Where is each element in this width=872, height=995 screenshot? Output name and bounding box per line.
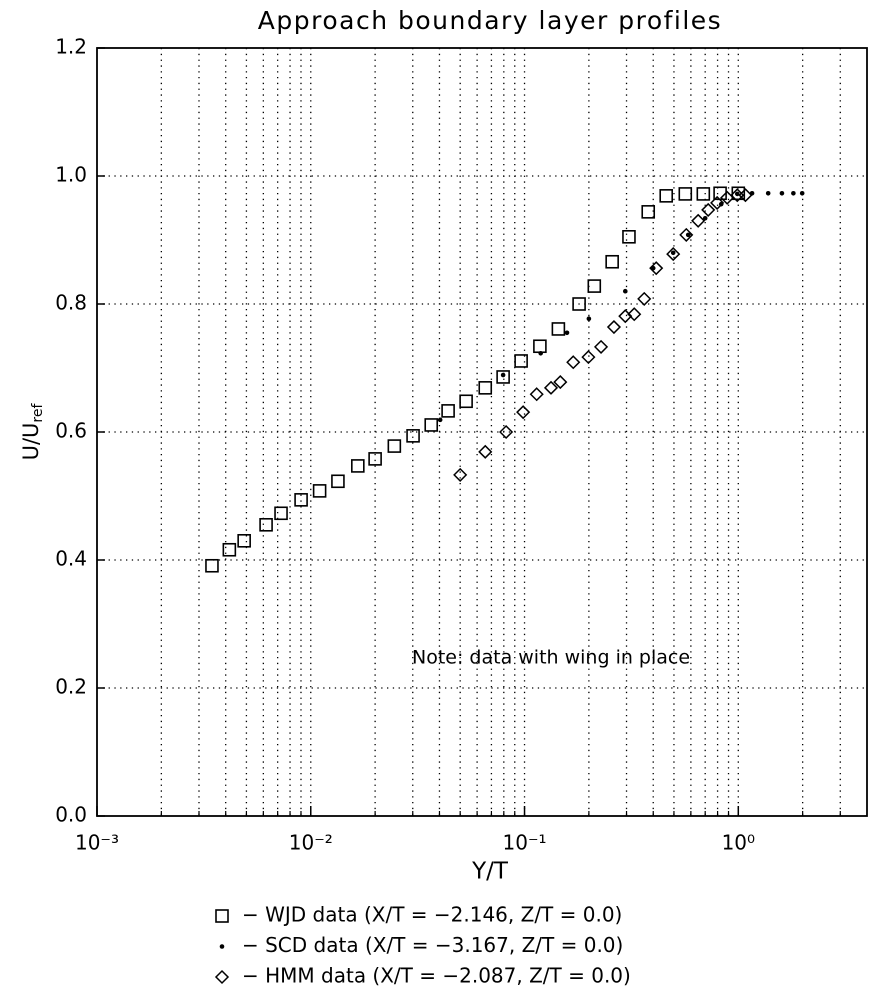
legend-marker <box>214 969 230 985</box>
square-marker <box>533 339 547 354</box>
square-marker <box>424 418 439 432</box>
diamond-marker <box>691 213 706 228</box>
diamond-marker <box>593 339 609 354</box>
y-tick-label: 0.2 <box>55 675 87 699</box>
dot-marker <box>791 190 796 196</box>
legend-label: − SCD data (X/T = −3.167, Z/T = 0.0) <box>242 933 623 957</box>
diamond-marker <box>453 467 468 482</box>
diamond-marker <box>606 319 622 335</box>
x-tick-label: 10⁻¹ <box>503 831 547 855</box>
diamond-marker <box>499 424 514 440</box>
dot-marker <box>437 417 443 423</box>
square-marker <box>406 429 420 443</box>
diamond-marker <box>637 291 652 306</box>
y-tick-label: 0.8 <box>55 291 87 315</box>
chart-title: Approach boundary layer profiles <box>258 6 722 35</box>
y-tick-label: 1.0 <box>55 163 87 187</box>
diamond-marker <box>543 380 559 395</box>
diamond-marker <box>701 202 716 217</box>
square-marker <box>441 404 455 418</box>
diamond-marker <box>581 350 596 365</box>
square-marker <box>222 542 237 557</box>
diamond-marker <box>738 188 753 203</box>
square-marker <box>551 322 566 336</box>
square-marker <box>587 279 602 293</box>
square-marker <box>237 533 251 548</box>
y-axis-label: U/Uref <box>19 403 46 461</box>
dot-marker <box>799 190 805 196</box>
square-marker <box>478 381 493 395</box>
y-tick-label: 0.4 <box>55 547 87 571</box>
annotation: Note: data with wing in place <box>412 647 690 669</box>
diamond-marker <box>649 261 664 276</box>
legend-marker <box>215 909 229 923</box>
square-marker <box>274 506 288 521</box>
y-axis-label-sub: ref <box>30 403 46 423</box>
square-marker <box>205 558 219 573</box>
y-tick-label: 1.2 <box>55 35 87 59</box>
dot-marker <box>500 372 506 378</box>
square-marker <box>294 493 308 507</box>
dot-marker <box>702 215 708 221</box>
square-marker <box>696 187 711 201</box>
y-tick-label: 0.0 <box>55 803 87 827</box>
diamond-marker <box>627 307 642 322</box>
dot-marker <box>670 250 676 256</box>
diamond-marker <box>516 405 531 420</box>
dot-marker <box>586 316 592 322</box>
square-marker <box>572 297 586 311</box>
dot-marker <box>685 232 691 238</box>
x-axis-label: Y/T <box>471 859 509 885</box>
square-marker <box>387 439 402 453</box>
square-marker <box>659 189 674 203</box>
x-tick-label: 10⁻² <box>289 831 333 855</box>
dot-marker <box>538 350 543 356</box>
diamond-marker <box>710 195 725 210</box>
square-marker <box>605 254 619 269</box>
legend-label: − WJD data (X/T = −2.146, Z/T = 0.0) <box>242 903 622 927</box>
square-marker <box>678 187 693 201</box>
plot-frame <box>96 47 868 817</box>
square-marker <box>514 354 528 368</box>
square-marker <box>641 205 656 219</box>
square-marker <box>331 474 345 489</box>
diamond-marker <box>529 387 544 402</box>
square-marker <box>312 484 327 498</box>
diamond-marker <box>566 355 581 370</box>
dot-marker <box>734 191 740 197</box>
square-marker <box>368 452 382 466</box>
diamond-marker <box>679 227 694 242</box>
y-axis-label-group: U/Uref <box>19 403 46 461</box>
square-marker <box>259 517 273 532</box>
x-tick-label: 10⁻³ <box>75 831 119 855</box>
dot-marker <box>779 190 785 196</box>
square-marker <box>459 394 473 409</box>
dot-marker <box>622 288 628 294</box>
dot-marker <box>765 190 771 196</box>
legend-marker <box>219 944 225 949</box>
legend-label: − HMM data (X/T = −2.087, Z/T = 0.0) <box>242 964 631 988</box>
x-tick-label: 10⁰ <box>722 831 755 855</box>
y-axis-label-main: U/U <box>19 423 43 461</box>
y-tick-label: 0.6 <box>55 419 87 443</box>
square-marker <box>351 459 365 473</box>
diamond-marker <box>553 375 568 390</box>
square-marker <box>622 230 636 244</box>
diamond-marker <box>666 247 681 262</box>
dot-marker <box>564 330 570 336</box>
diamond-marker <box>478 444 493 459</box>
square-marker <box>496 370 510 384</box>
